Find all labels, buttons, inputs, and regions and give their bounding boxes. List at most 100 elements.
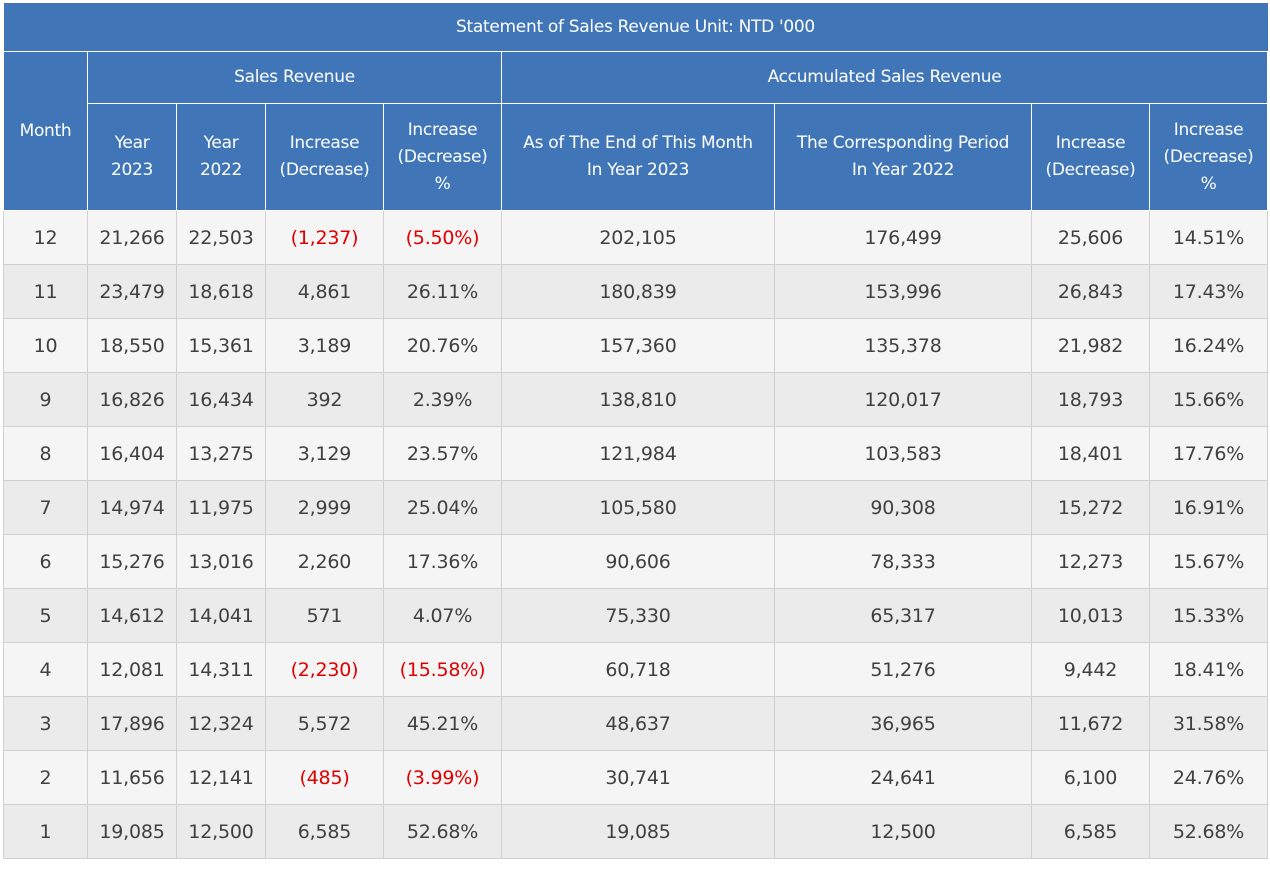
table-row: 6 15,276 13,016 2,260 17.36% 90,606 78,333 12,2… — [3, 534, 1269, 589]
cell-increase: 571 — [265, 588, 384, 643]
header-increase-pct-line3: % — [434, 173, 451, 194]
cell-acc-increase-pct: 15.66% — [1148, 372, 1269, 427]
cell-acc-2022: 24,641 — [774, 750, 1032, 805]
cell-acc-increase: 9,442 — [1031, 642, 1150, 697]
cell-increase: 2,260 — [265, 534, 384, 589]
cell-month: 2 — [3, 750, 88, 805]
cell-acc-2023: 157,360 — [501, 318, 775, 373]
cell-acc-increase: 26,843 — [1031, 264, 1150, 319]
table-header: Statement of Sales Revenue Unit: NTD '00… — [3, 3, 1269, 211]
cell-year-2022: 12,500 — [176, 804, 266, 859]
cell-acc-2022: 176,499 — [774, 210, 1032, 265]
cell-acc-increase-pct: 17.43% — [1148, 264, 1269, 319]
cell-year-2022: 15,361 — [176, 318, 266, 373]
cell-increase: 5,572 — [265, 696, 384, 751]
cell-year-2023: 21,266 — [87, 210, 177, 265]
cell-year-2023: 11,656 — [87, 750, 177, 805]
cell-acc-increase-pct: 16.91% — [1148, 480, 1269, 535]
header-corresponding-2022-line1: The Corresponding Period — [796, 133, 1010, 153]
cell-month: 12 — [3, 210, 88, 265]
header-increase-line1: Increase — [289, 133, 360, 153]
cell-year-2022: 12,324 — [176, 696, 266, 751]
cell-month: 8 — [3, 426, 88, 481]
cell-acc-increase-pct: 15.67% — [1148, 534, 1269, 589]
header-year-2022-line1: Year — [203, 133, 239, 153]
cell-acc-2023: 105,580 — [501, 480, 775, 535]
cell-acc-increase: 12,273 — [1031, 534, 1150, 589]
cell-increase: 6,585 — [265, 804, 384, 859]
header-accumulated-sales-revenue: Accumulated Sales Revenue — [500, 51, 1269, 104]
cell-acc-2023: 90,606 — [501, 534, 775, 589]
header-as-of-end-2023: As of The End of This Month In Year 2023 — [501, 103, 775, 211]
header-year-2023-line1: Year — [114, 133, 150, 153]
cell-increase-pct: 25.04% — [383, 480, 502, 535]
table-row: 11 23,479 18,618 4,861 26.11% 180,839 153,996 2… — [3, 264, 1269, 319]
cell-increase: (485) — [265, 750, 384, 805]
cell-acc-2023: 30,741 — [501, 750, 775, 805]
cell-acc-increase-pct: 14.51% — [1148, 210, 1269, 265]
header-increase-line2: (Decrease) — [279, 160, 370, 180]
table-row: 8 16,404 13,275 3,129 23.57% 121,984 103,583 18… — [3, 426, 1269, 481]
cell-month: 7 — [3, 480, 88, 535]
cell-increase-pct: (15.58%) — [383, 642, 502, 697]
cell-acc-increase: 11,672 — [1031, 696, 1150, 751]
cell-acc-2022: 90,308 — [774, 480, 1032, 535]
cell-acc-2022: 120,017 — [774, 372, 1032, 427]
header-acc-increase-pct-line2: (Decrease) — [1163, 146, 1254, 167]
cell-month: 11 — [3, 264, 88, 319]
header-month: Month — [3, 51, 88, 211]
cell-acc-2022: 78,333 — [774, 534, 1032, 589]
cell-acc-increase-pct: 52.68% — [1148, 804, 1269, 859]
header-sales-revenue: Sales Revenue — [87, 51, 502, 104]
cell-acc-increase-pct: 18.41% — [1148, 642, 1269, 697]
cell-increase: 392 — [265, 372, 384, 427]
table-row: 12 21,266 22,503 (1,237) (5.50%) 202,105 176,4… — [3, 210, 1269, 265]
header-increase-pct: Increase (Decrease) % — [383, 103, 502, 211]
cell-year-2023: 16,404 — [87, 426, 177, 481]
cell-acc-2023: 121,984 — [501, 426, 775, 481]
cell-acc-2023: 60,718 — [501, 642, 775, 697]
cell-year-2022: 16,434 — [176, 372, 266, 427]
cell-year-2022: 22,503 — [176, 210, 266, 265]
table-row: 7 14,974 11,975 2,999 25.04% 105,580 90,308 15,… — [3, 480, 1269, 535]
cell-acc-2022: 12,500 — [774, 804, 1032, 859]
cell-increase-pct: 17.36% — [383, 534, 502, 589]
cell-acc-2022: 153,996 — [774, 264, 1032, 319]
cell-increase: 3,189 — [265, 318, 384, 373]
cell-increase: 4,861 — [265, 264, 384, 319]
cell-increase-pct: 4.07% — [383, 588, 502, 643]
cell-year-2023: 16,826 — [87, 372, 177, 427]
cell-acc-2023: 48,637 — [501, 696, 775, 751]
table-row: 3 17,896 12,324 5,572 45.21% 48,637 36,965 11,6… — [3, 696, 1269, 751]
cell-year-2022: 13,016 — [176, 534, 266, 589]
cell-year-2023: 15,276 — [87, 534, 177, 589]
sales-revenue-table: Statement of Sales Revenue Unit: NTD '00… — [3, 3, 1269, 859]
cell-year-2022: 13,275 — [176, 426, 266, 481]
cell-acc-increase-pct: 24.76% — [1148, 750, 1269, 805]
header-year-2022-line2: 2022 — [199, 160, 243, 180]
cell-acc-2022: 135,378 — [774, 318, 1032, 373]
cell-year-2023: 14,612 — [87, 588, 177, 643]
cell-increase: (1,237) — [265, 210, 384, 265]
cell-year-2023: 12,081 — [87, 642, 177, 697]
table-row: 5 14,612 14,041 571 4.07% 75,330 65,317 10,013 1… — [3, 588, 1269, 643]
cell-year-2022: 11,975 — [176, 480, 266, 535]
cell-month: 10 — [3, 318, 88, 373]
cell-acc-2022: 51,276 — [774, 642, 1032, 697]
table-row: 9 16,826 16,434 392 2.39% 138,810 120,017 18,79… — [3, 372, 1269, 427]
header-year-2022: Year 2022 — [176, 103, 266, 211]
cell-acc-increase-pct: 16.24% — [1148, 318, 1269, 373]
cell-acc-increase: 21,982 — [1031, 318, 1150, 373]
cell-acc-increase: 18,793 — [1031, 372, 1150, 427]
cell-year-2022: 14,311 — [176, 642, 266, 697]
cell-month: 6 — [3, 534, 88, 589]
cell-increase-pct: 45.21% — [383, 696, 502, 751]
cell-increase-pct: (3.99%) — [383, 750, 502, 805]
table-body: 12 21,266 22,503 (1,237) (5.50%) 202,105 176,4… — [3, 210, 1269, 859]
cell-acc-2023: 138,810 — [501, 372, 775, 427]
cell-month: 9 — [3, 372, 88, 427]
header-corresponding-2022-line2: In Year 2022 — [851, 160, 955, 180]
cell-increase-pct: 52.68% — [383, 804, 502, 859]
header-increase: Increase (Decrease) — [265, 103, 384, 211]
cell-acc-increase: 18,401 — [1031, 426, 1150, 481]
